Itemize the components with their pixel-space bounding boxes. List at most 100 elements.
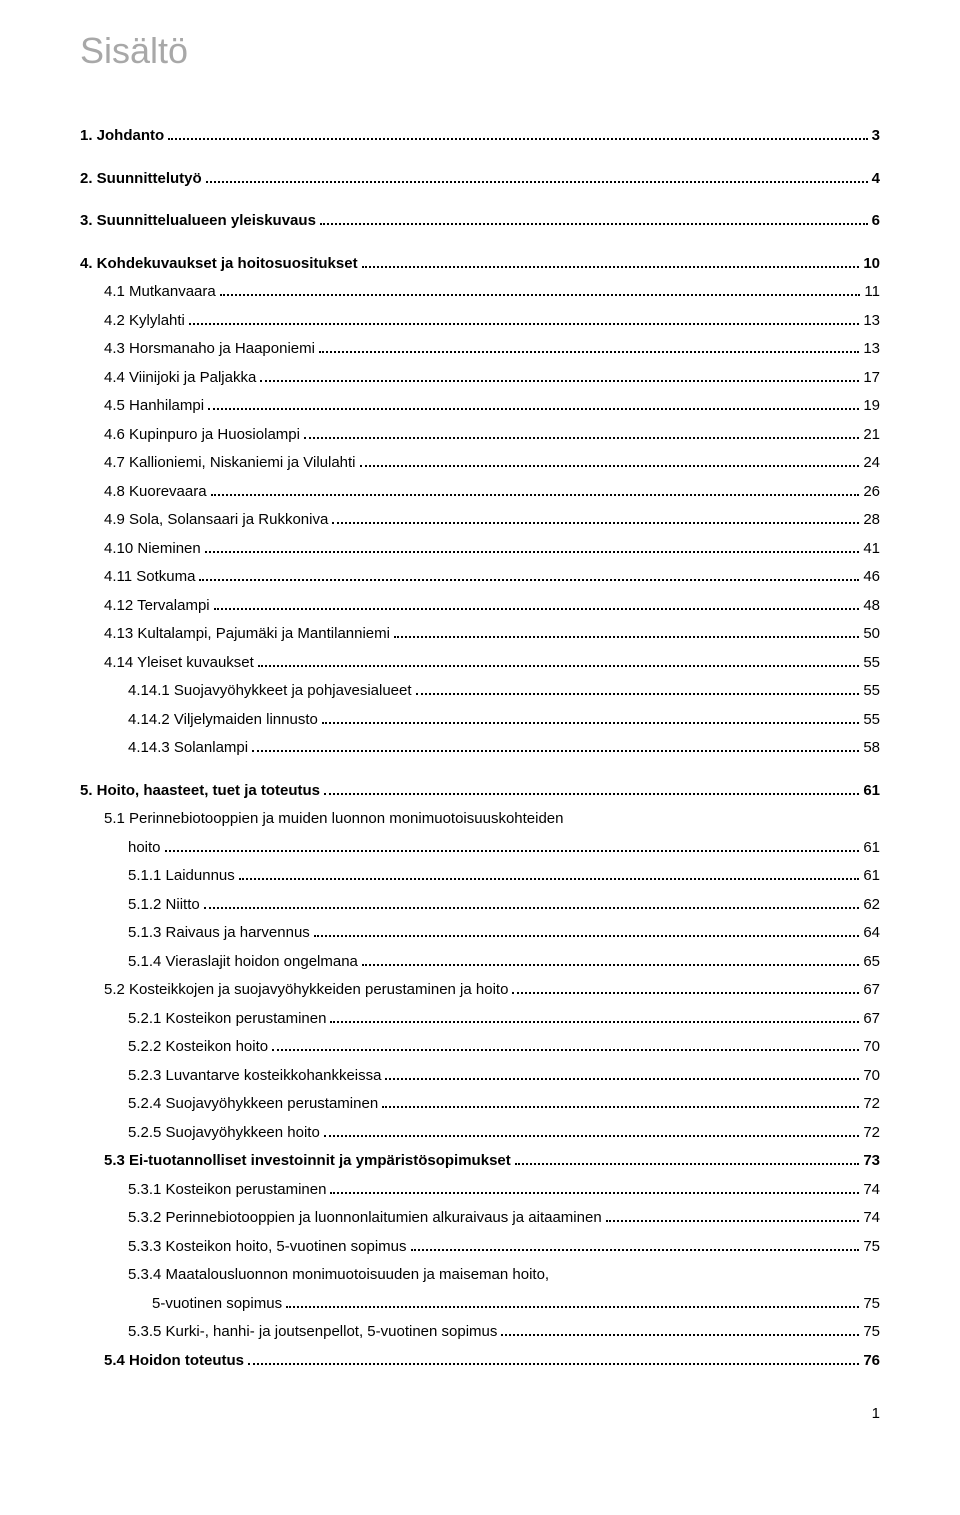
toc-entry-label: 4.7 Kallioniemi, Niskaniemi ja Vilulahti <box>104 449 356 478</box>
toc-entry-page: 55 <box>863 706 880 735</box>
toc-entry-label: 5.3.2 Perinnebiotooppien ja luonnonlaitu… <box>128 1204 602 1233</box>
toc-entry-label: 4.14.2 Viljelymaiden linnusto <box>128 706 318 735</box>
toc-entry-label: 5.2.3 Luvantarve kosteikkohankkeissa <box>128 1062 381 1091</box>
toc-entry-page: 4 <box>872 165 880 194</box>
toc-leader-dots <box>258 665 859 667</box>
toc-entry-label: 5-vuotinen sopimus <box>152 1290 282 1319</box>
toc-leader-dots <box>382 1106 859 1108</box>
toc-leader-dots <box>360 465 860 467</box>
toc-entry-page: 74 <box>863 1176 880 1205</box>
toc-entry-label: 4.1 Mutkanvaara <box>104 278 216 307</box>
toc-leader-dots <box>214 608 860 610</box>
toc-entry: 3. Suunnittelualueen yleiskuvaus6 <box>80 207 880 236</box>
toc-leader-dots <box>512 992 859 994</box>
toc-entry-page: 21 <box>863 421 880 450</box>
toc-entry: 4.3 Horsmanaho ja Haaponiemi13 <box>80 335 880 364</box>
toc-entry: hoito61 <box>80 834 880 863</box>
toc-entry-label: 5.3 Ei-tuotannolliset investoinnit ja ym… <box>104 1147 511 1176</box>
toc-leader-dots <box>208 408 859 410</box>
toc-entry-page: 70 <box>863 1033 880 1062</box>
toc-leader-dots <box>304 437 859 439</box>
toc-entry-label: 5.2.4 Suojavyöhykkeen perustaminen <box>128 1090 378 1119</box>
toc-entry: 5.1.2 Niitto62 <box>80 891 880 920</box>
toc-entry-label: 2. Suunnittelutyö <box>80 165 202 194</box>
toc-entry: 5.1.4 Vieraslajit hoidon ongelmana65 <box>80 948 880 977</box>
table-of-contents: 1. Johdanto3 2. Suunnittelutyö 4 3. Suunnit… <box>80 122 880 1375</box>
toc-entry: 5.1.1 Laidunnus61 <box>80 862 880 891</box>
toc-leader-dots <box>324 1135 860 1137</box>
toc-entry-label: 4.12 Tervalampi <box>104 592 210 621</box>
toc-entry-label: 4.4 Viinijoki ja Paljakka <box>104 364 256 393</box>
toc-leader-dots <box>362 266 860 268</box>
toc-entry: 1. Johdanto3 <box>80 122 880 151</box>
toc-entry: 5.3 Ei-tuotannolliset investoinnit ja ym… <box>80 1147 880 1176</box>
toc-leader-dots <box>286 1306 859 1308</box>
toc-leader-dots <box>322 722 859 724</box>
toc-entry-page: 41 <box>863 535 880 564</box>
toc-entry: 5.3.2 Perinnebiotooppien ja luonnonlaitu… <box>80 1204 880 1233</box>
toc-entry: 5.3.3 Kosteikon hoito, 5-vuotinen sopimu… <box>80 1233 880 1262</box>
toc-entry: 5.1 Perinnebiotooppien ja muiden luonnon… <box>80 805 880 834</box>
toc-entry-label: 4.9 Sola, Solansaari ja Rukkoniva <box>104 506 328 535</box>
toc-leader-dots <box>211 494 860 496</box>
toc-entry: 5.2.5 Suojavyöhykkeen hoito72 <box>80 1119 880 1148</box>
toc-entry: 4.4 Viinijoki ja Paljakka17 <box>80 364 880 393</box>
toc-leader-dots <box>204 907 860 909</box>
toc-entry-label: 5.2.1 Kosteikon perustaminen <box>128 1005 326 1034</box>
toc-entry-label: 4.14.1 Suojavyöhykkeet ja pohjavesialuee… <box>128 677 412 706</box>
toc-leader-dots <box>205 551 860 553</box>
toc-leader-dots <box>606 1220 860 1222</box>
toc-entry-page: 50 <box>863 620 880 649</box>
toc-entry-page: 64 <box>863 919 880 948</box>
toc-entry: 5.4 Hoidon toteutus76 <box>80 1347 880 1376</box>
toc-entry: 4.10 Nieminen 41 <box>80 535 880 564</box>
toc-entry: 5.2.3 Luvantarve kosteikkohankkeissa70 <box>80 1062 880 1091</box>
toc-entry-label: 1. Johdanto <box>80 122 164 151</box>
toc-entry-label: 4.14 Yleiset kuvaukset <box>104 649 254 678</box>
toc-entry-label: 4.2 Kylylahti <box>104 307 185 336</box>
toc-entry: 4.9 Sola, Solansaari ja Rukkoniva28 <box>80 506 880 535</box>
toc-entry-page: 19 <box>863 392 880 421</box>
toc-entry-page: 13 <box>863 335 880 364</box>
toc-entry-page: 67 <box>863 1005 880 1034</box>
toc-entry: 4.8 Kuorevaara26 <box>80 478 880 507</box>
toc-entry: 5.2.4 Suojavyöhykkeen perustaminen 72 <box>80 1090 880 1119</box>
page-title: Sisältö <box>80 30 880 72</box>
toc-leader-dots <box>416 693 860 695</box>
toc-leader-dots <box>189 323 859 325</box>
toc-entry-label: 5.1.2 Niitto <box>128 891 200 920</box>
toc-entry: 5.3.1 Kosteikon perustaminen 74 <box>80 1176 880 1205</box>
toc-entry-page: 75 <box>863 1318 880 1347</box>
toc-entry-label: 5.3.1 Kosteikon perustaminen <box>128 1176 326 1205</box>
toc-entry-page: 67 <box>863 976 880 1005</box>
toc-leader-dots <box>332 522 859 524</box>
toc-entry-label: 5.1.3 Raivaus ja harvennus <box>128 919 310 948</box>
toc-entry: 5. Hoito, haasteet, tuet ja toteutus61 <box>80 777 880 806</box>
toc-entry-page: 58 <box>863 734 880 763</box>
toc-leader-dots <box>330 1192 859 1194</box>
toc-entry: 4.14 Yleiset kuvaukset 55 <box>80 649 880 678</box>
toc-leader-dots <box>394 636 859 638</box>
toc-leader-dots <box>320 223 868 225</box>
toc-entry-page: 46 <box>863 563 880 592</box>
toc-entry-page: 75 <box>863 1290 880 1319</box>
toc-entry-page: 73 <box>863 1147 880 1176</box>
toc-entry-page: 72 <box>863 1090 880 1119</box>
toc-entry: 5.3.4 Maatalousluonnon monimuotoisuuden … <box>80 1261 880 1290</box>
toc-leader-dots <box>314 935 860 937</box>
toc-leader-dots <box>319 351 859 353</box>
toc-entry-page: 55 <box>863 649 880 678</box>
toc-entry: 5-vuotinen sopimus 75 <box>80 1290 880 1319</box>
toc-entry-label: 5.2.5 Suojavyöhykkeen hoito <box>128 1119 320 1148</box>
toc-entry: 4.2 Kylylahti13 <box>80 307 880 336</box>
toc-leader-dots <box>239 878 860 880</box>
toc-entry-page: 55 <box>863 677 880 706</box>
toc-entry-label: 4.14.3 Solanlampi <box>128 734 248 763</box>
toc-leader-dots <box>501 1334 859 1336</box>
toc-entry-label: 5.2.2 Kosteikon hoito <box>128 1033 268 1062</box>
toc-entry-label: 4.10 Nieminen <box>104 535 201 564</box>
toc-leader-dots <box>252 750 859 752</box>
toc-entry-page: 61 <box>863 777 880 806</box>
toc-entry-label: 5.3.4 Maatalousluonnon monimuotoisuuden … <box>128 1261 549 1290</box>
toc-entry: 5.3.5 Kurki-, hanhi- ja joutsenpellot, 5… <box>80 1318 880 1347</box>
